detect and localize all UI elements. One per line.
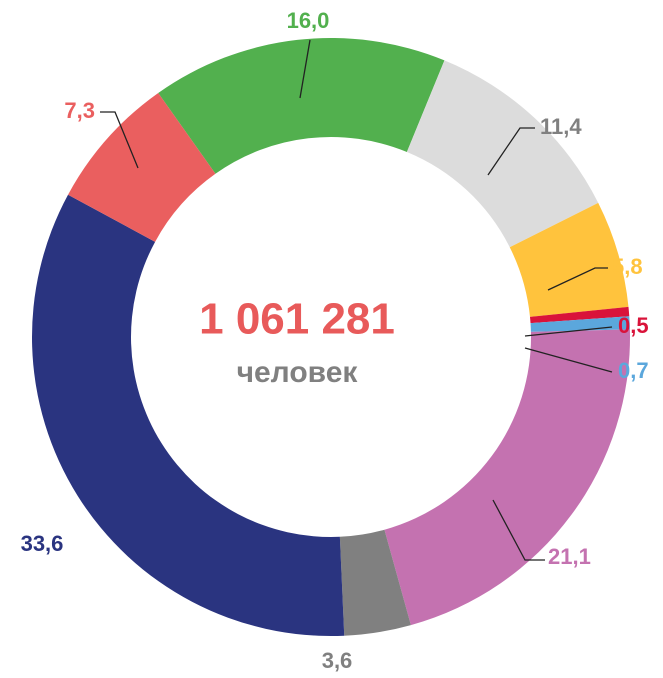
data-label: 16,0 <box>287 8 330 33</box>
leader-line <box>547 267 608 291</box>
leader-line <box>492 499 545 561</box>
data-label: 7,3 <box>64 98 95 123</box>
data-label: 11,4 <box>540 114 582 139</box>
donut-slice <box>68 92 216 242</box>
data-label: 3,6 <box>322 648 353 673</box>
donut-slice <box>32 194 345 636</box>
leader-line <box>100 111 139 169</box>
data-label: 0,7 <box>618 358 649 383</box>
donut-slice <box>529 306 630 324</box>
leader-line <box>487 127 535 176</box>
donut-slice <box>158 38 445 174</box>
center-label: человек <box>237 356 359 389</box>
data-label: 21,1 <box>548 544 591 569</box>
donut-slice <box>509 202 629 317</box>
data-label: 5,8 <box>612 254 643 279</box>
leader-line <box>299 39 311 99</box>
donut-slice <box>339 529 411 636</box>
leader-line <box>524 347 613 373</box>
donut-slice <box>384 329 630 626</box>
data-label: 0,5 <box>618 313 649 338</box>
center-value: 1 061 281 <box>199 295 395 344</box>
data-label: 33,6 <box>21 531 64 556</box>
leader-line <box>524 326 613 337</box>
